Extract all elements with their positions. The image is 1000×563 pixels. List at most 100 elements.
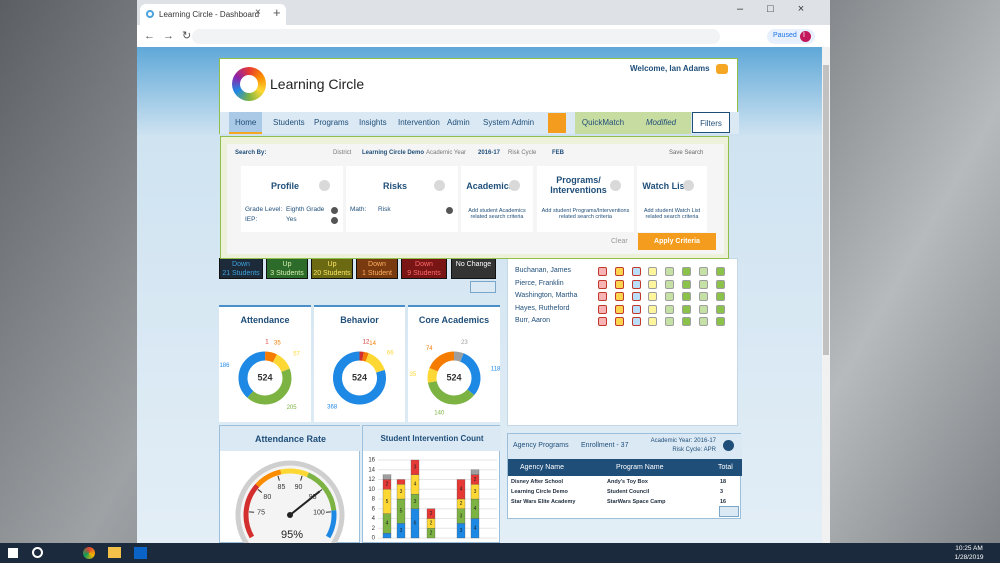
y-tick-label: 0 [372, 536, 376, 542]
explorer-icon [108, 547, 121, 558]
y-tick-label: 6 [372, 506, 376, 512]
criteria-label: Grade Level: [245, 206, 283, 213]
column-header[interactable]: Agency Name [520, 464, 564, 471]
indicator [631, 304, 641, 314]
filters[interactable]: Filters [692, 112, 730, 133]
new-tab[interactable]: + [273, 5, 281, 20]
donut: 23 118 140 35 74 524 [409, 340, 500, 416]
donut-label: 35 [409, 372, 416, 378]
chart-head [363, 426, 501, 451]
clear-button[interactable]: Clear [611, 238, 628, 245]
donut-segment [333, 351, 386, 405]
indicator [698, 267, 708, 276]
criteria-card: Watch List Add student Watch List related… [637, 166, 707, 232]
column-header[interactable]: Total [718, 464, 733, 471]
search-icon [32, 547, 43, 558]
modified[interactable]: Modified [631, 112, 691, 134]
cell: 18 [720, 479, 727, 485]
apply-button[interactable]: Apply Criteria [638, 233, 716, 250]
filter-panel: Search By: District Learning Circle Demo Ac… [220, 136, 729, 259]
donut-segment [238, 351, 292, 405]
bar-segment-label: 3 [474, 489, 477, 495]
indicator [682, 317, 691, 327]
gauge-card: Attendance Rate758085909510095% [219, 425, 361, 543]
indicator [648, 317, 658, 327]
student-name[interactable]: Hayes, Rutheford [515, 304, 570, 312]
column-header[interactable]: Program Name [616, 464, 664, 471]
scroll-thumb [823, 65, 829, 355]
gauge-band [280, 468, 309, 478]
clock-date: 1/28/2019 [954, 554, 984, 561]
filter-save[interactable]: Save Search [669, 150, 704, 156]
quickmatch[interactable]: QuickMatch [575, 112, 631, 134]
bar-segment-label: 4 [460, 487, 463, 493]
export-button [719, 506, 739, 517]
student-name[interactable]: Burr, Aaron [515, 317, 551, 325]
donut-label: 74 [426, 346, 433, 352]
donut-label: 12 [363, 340, 370, 346]
bar-segment-label: 4 [474, 506, 477, 512]
nav-item[interactable]: Students [273, 118, 305, 127]
y-tick-label: 8 [372, 497, 376, 503]
welcome: Welcome, Ian Adams [630, 64, 710, 73]
indicator [648, 292, 658, 302]
criteria-title: Programs/ Interventions [550, 175, 607, 195]
nav-buttons: ←→↻ [144, 30, 200, 42]
logo [232, 67, 266, 101]
cell: Student Council [607, 489, 650, 495]
donut-card: Attendance 1 35 57 205 186 524 [219, 305, 311, 422]
criteria-hint: Add student Programs/Interventions relat… [541, 208, 630, 220]
nav-item[interactable]: System Admin [483, 118, 535, 127]
student-panel: Buchanan, James Pierce, Franklin Washingto… [507, 258, 738, 426]
clock-time: 10:25 AM [955, 545, 983, 552]
bar-segment-label: 3 [414, 499, 417, 505]
tab-icon [146, 10, 154, 18]
criteria-hint: Add student Watch List related search cr… [643, 208, 701, 220]
start-button [8, 548, 18, 558]
criteria-title: Profile [270, 181, 299, 191]
y-tick-label: 4 [372, 516, 376, 522]
gauge-band [306, 472, 337, 511]
indicator [648, 267, 658, 276]
nav-item[interactable]: Programs [314, 118, 349, 127]
student-name[interactable]: Buchanan, James [515, 267, 572, 274]
nav-item[interactable]: Insights [359, 118, 387, 127]
donut-center: 524 [352, 372, 367, 382]
nav-item[interactable]: Intervention [398, 118, 440, 127]
cell: StarWars Space Camp [607, 499, 666, 505]
gauge-value: 95% [281, 529, 303, 541]
bar-segment [470, 469, 480, 475]
avatar-initial: I [803, 32, 805, 39]
indicator [665, 304, 675, 314]
status-box: Down 21 Students [219, 258, 263, 279]
criteria-card: Academics Add student Academics related s… [461, 166, 533, 232]
criteria-card: Programs/ Interventions Add student Progr… [537, 166, 634, 232]
nav-item[interactable]: Home [229, 112, 263, 134]
gauge-tick [300, 475, 303, 481]
status-count: 21 Students [222, 270, 260, 277]
indicator [715, 279, 725, 289]
enrollment: Enrollment - 37 [581, 442, 629, 449]
donut: 1 35 57 205 186 524 [219, 340, 300, 412]
chart-title: Student Intervention Count [380, 434, 484, 443]
donut-label: 118 [491, 367, 500, 373]
donut-label: 1 [265, 340, 269, 346]
filter-search-by: Search By: [235, 150, 267, 156]
remove-icon [446, 207, 453, 214]
nav-item[interactable]: Admin [447, 118, 470, 127]
profile-status: Paused [773, 32, 797, 39]
logo-core [240, 75, 258, 93]
agency-card: Agency Programs Enrollment - 37 Academic Y… [507, 433, 742, 519]
criteria-value: Risk [378, 206, 391, 213]
donut-label: 35 [274, 341, 281, 347]
bar-segment-label: 2 [386, 482, 389, 488]
donut-label: 23 [461, 340, 468, 346]
bar-segment-label: 2 [474, 477, 477, 483]
criteria-label: IEP: [245, 216, 258, 223]
donut-segment [427, 351, 481, 405]
bar-segment-label: 2 [460, 501, 463, 507]
indicator [698, 304, 708, 314]
student-name[interactable]: Washington, Martha [515, 292, 578, 300]
student-name[interactable]: Pierce, Franklin [515, 279, 564, 287]
